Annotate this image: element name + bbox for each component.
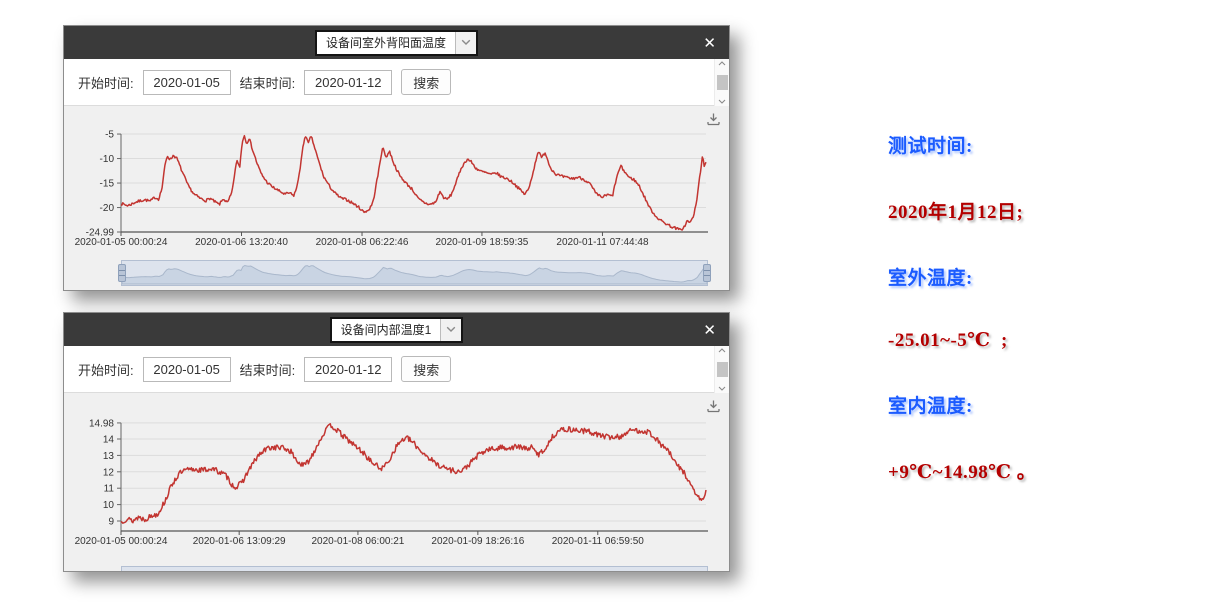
slider-handle-right[interactable]: [703, 264, 711, 282]
svg-text:2020-01-11 07:44:48: 2020-01-11 07:44:48: [556, 237, 649, 248]
svg-text:2020-01-08 06:00:21: 2020-01-08 06:00:21: [311, 536, 404, 547]
filter-toolbar: 开始时间: 结束时间: 搜索: [64, 346, 729, 393]
svg-text:2020-01-05 00:00:24: 2020-01-05 00:00:24: [75, 536, 168, 547]
svg-text:14.98: 14.98: [89, 418, 114, 429]
svg-text:2020-01-06 13:20:40: 2020-01-06 13:20:40: [195, 237, 288, 248]
scrollbar[interactable]: [714, 59, 729, 106]
chevron-down-icon[interactable]: [440, 318, 462, 341]
indoor-temperature-chart[interactable]: 14.98 14 13 12 11 10 9 2020-01-05 00:00:24 2020-…: [64, 393, 729, 571]
filter-toolbar: 开始时间: 结束时间: 搜索: [64, 59, 729, 106]
scroll-down-icon[interactable]: [718, 99, 726, 104]
note-line: -25.01~-5℃ ;: [888, 330, 1008, 351]
start-date-input[interactable]: [142, 356, 231, 382]
end-time-label: 结束时间:: [239, 362, 296, 378]
start-time-label: 开始时间:: [78, 75, 134, 91]
chart-window-outdoor: 设备间室外背阳面温度 ✕ 开始时间: 结束时间: 搜索 -5-10-15-20-…: [63, 25, 730, 291]
end-time-label: 结束时间:: [239, 75, 296, 91]
close-button[interactable]: ✕: [703, 34, 716, 52]
chevron-down-icon[interactable]: [455, 31, 476, 54]
chart-panel: 14.98 14 13 12 11 10 9 2020-01-05 00:00:24 2020-…: [64, 393, 729, 571]
search-button[interactable]: 搜索: [401, 356, 452, 382]
svg-text:13: 13: [103, 451, 115, 462]
scrollbar[interactable]: [714, 346, 729, 393]
end-date-input[interactable]: [304, 356, 393, 382]
svg-text:-5: -5: [105, 130, 114, 141]
scroll-up-icon[interactable]: [718, 348, 726, 353]
svg-text:2020-01-09 18:26:16: 2020-01-09 18:26:16: [431, 536, 524, 547]
scrollbar-thumb[interactable]: [716, 362, 728, 377]
svg-text:11: 11: [104, 484, 115, 495]
sensor-select-value: 设备间内部温度1: [340, 323, 432, 337]
svg-text:14: 14: [103, 435, 115, 446]
start-time-label: 开始时间:: [78, 362, 134, 378]
scrollbar-thumb[interactable]: [716, 75, 728, 90]
annotation-panel: 测试时间: 2020年1月12日; 室外温度: -25.01~-5℃ ; 室内温…: [888, 131, 1036, 523]
close-button[interactable]: ✕: [703, 321, 716, 339]
svg-text:-15: -15: [100, 179, 115, 190]
svg-text:-10: -10: [100, 154, 115, 165]
svg-text:-24.99: -24.99: [86, 228, 115, 239]
sensor-select-value: 设备间室外背阳面温度: [325, 36, 446, 50]
sensor-select[interactable]: 设备间室外背阳面温度: [314, 29, 478, 56]
note-line: 测试时间:: [888, 136, 973, 157]
note-line: 室外温度:: [888, 268, 973, 289]
scroll-down-icon[interactable]: [718, 386, 726, 391]
svg-text:2020-01-08 06:22:46: 2020-01-08 06:22:46: [316, 237, 409, 248]
note-line: 2020年1月12日;: [888, 202, 1024, 223]
chart-panel: -5 -10 -15 -20 -24.99 2020-01-05 00:00:24 2020…: [64, 106, 729, 290]
svg-text:2020-01-09 18:59:35: 2020-01-09 18:59:35: [436, 237, 529, 248]
svg-text:-20: -20: [100, 203, 115, 214]
svg-text:2020-01-06 13:09:29: 2020-01-06 13:09:29: [193, 536, 286, 547]
titlebar[interactable]: 设备间室外背阳面温度 ✕: [64, 26, 729, 59]
datazoom-preview: [121, 264, 708, 285]
scroll-up-icon[interactable]: [718, 61, 726, 66]
svg-text:9: 9: [108, 517, 114, 528]
svg-text:12: 12: [103, 467, 115, 478]
svg-text:2020-01-05 00:00:24: 2020-01-05 00:00:24: [75, 237, 168, 248]
slider-handle-left[interactable]: [118, 264, 126, 282]
datazoom-slider[interactable]: [118, 260, 711, 286]
sensor-select[interactable]: 设备间内部温度1: [329, 316, 464, 343]
chart-window-indoor: 设备间内部温度1 ✕ 开始时间: 结束时间: 搜索 14.98141312111…: [63, 312, 730, 572]
titlebar[interactable]: 设备间内部温度1 ✕: [64, 313, 729, 346]
svg-text:10: 10: [103, 500, 115, 511]
note-line: +9℃~14.98℃ 。: [888, 462, 1037, 483]
end-date-input[interactable]: [304, 69, 393, 95]
svg-text:2020-01-11 06:59:50: 2020-01-11 06:59:50: [552, 536, 645, 547]
note-line: 室内温度:: [888, 396, 973, 417]
download-icon[interactable]: [705, 398, 722, 415]
search-button[interactable]: 搜索: [401, 69, 452, 95]
download-icon[interactable]: [705, 111, 722, 128]
datazoom-slider-clipped[interactable]: [121, 566, 708, 571]
start-date-input[interactable]: [142, 69, 231, 95]
